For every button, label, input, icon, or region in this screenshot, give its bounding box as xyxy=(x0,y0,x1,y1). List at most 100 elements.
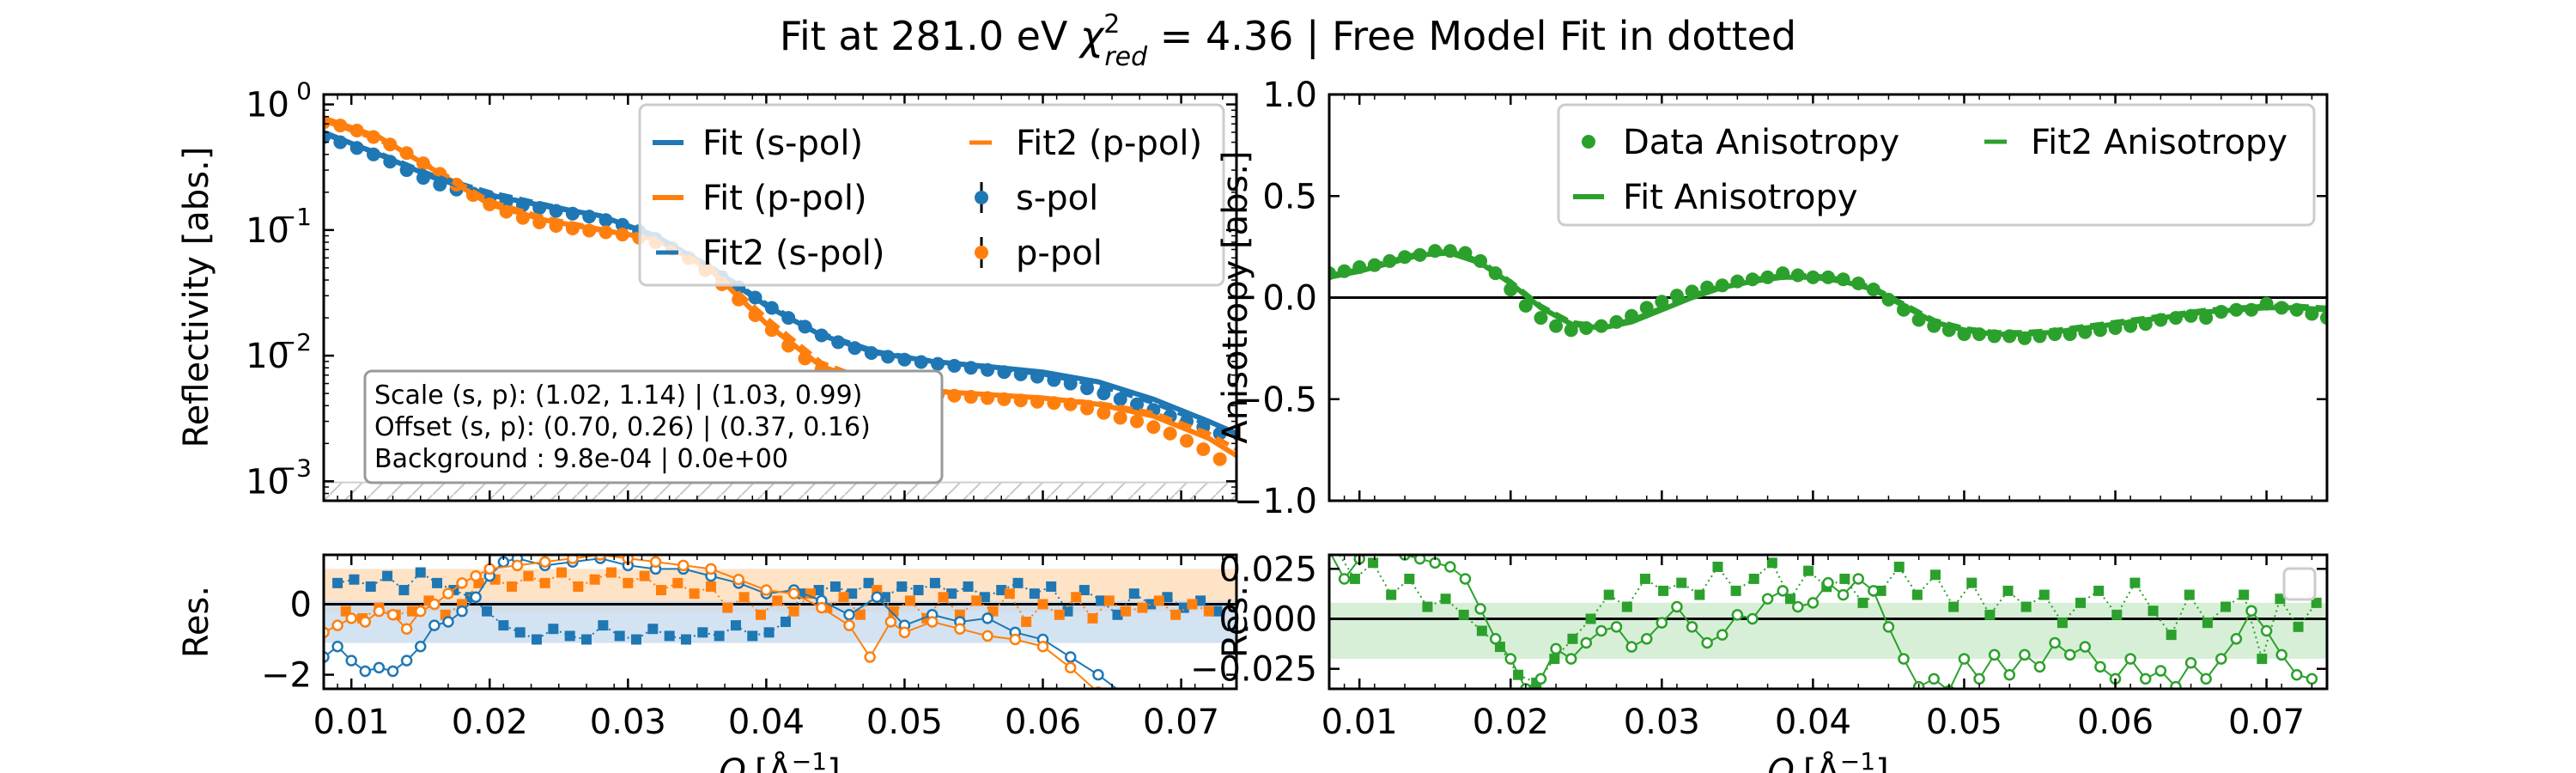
residual-marker xyxy=(1087,612,1098,624)
legend-entry: Fit Anisotropy xyxy=(1573,178,1858,217)
residual-marker xyxy=(1857,597,1868,608)
residual-marker xyxy=(1440,593,1451,605)
residual-marker xyxy=(1807,597,1820,609)
y-tick-label: 10 xyxy=(246,462,289,502)
legend-label: s-pol xyxy=(1016,179,1098,218)
figure-title: Fit at 281.0 eV χ2 red = 4.36 | Free Mode… xyxy=(780,9,1796,72)
residual-marker xyxy=(373,605,386,618)
xlabel-close: ] xyxy=(1875,752,1889,773)
title-chi-sub: red xyxy=(1104,42,1148,72)
residual-marker xyxy=(772,595,783,606)
residual-marker xyxy=(2291,668,2303,681)
x-tick-label: 0.03 xyxy=(1624,703,1700,742)
residual-marker xyxy=(1444,561,1456,573)
residual-marker xyxy=(2275,593,2286,605)
residual-marker xyxy=(606,567,617,578)
residual-marker xyxy=(813,585,824,596)
residual-marker xyxy=(1948,601,1959,612)
legend-label: Fit2 (p-pol) xyxy=(1016,124,1202,163)
residual-marker xyxy=(838,592,849,603)
residual-marker xyxy=(2124,653,2136,665)
residual-marker xyxy=(2148,606,2159,617)
residual-marker xyxy=(507,581,518,592)
residual-marker xyxy=(816,601,828,614)
residual-marker xyxy=(1021,617,1032,627)
residual-marker xyxy=(2239,589,2250,600)
legend-label: p-pol xyxy=(1016,234,1103,273)
residual-marker xyxy=(1564,653,1577,665)
residual-marker xyxy=(2245,605,2257,617)
reflectivity-residual-xlabel: Q [Å−1] xyxy=(719,747,840,773)
data-point xyxy=(1163,426,1177,441)
residual-marker xyxy=(539,577,550,588)
residual-marker xyxy=(1837,588,1850,601)
residual-marker xyxy=(2260,624,2273,637)
data-point xyxy=(1146,420,1161,435)
residual-marker xyxy=(1137,602,1148,613)
residual-marker xyxy=(523,570,534,581)
background-hatch xyxy=(324,482,1236,501)
y-tick-exponent: −1 xyxy=(276,203,312,231)
fit2-p-pol-series xyxy=(324,119,1236,452)
residual-marker xyxy=(514,627,526,638)
title-chi: χ xyxy=(1078,13,1105,59)
residual-marker xyxy=(1071,592,1082,603)
legend-label: Data Anisotropy xyxy=(1623,123,1899,162)
reflectivity-legend: Fit (s-pol) Fit2 (p-pol) Fit (p-pol) s-pol F… xyxy=(638,103,1225,287)
residual-marker xyxy=(1092,668,1104,681)
residual-marker xyxy=(2033,660,2046,673)
residual-marker xyxy=(1534,673,1547,685)
residual-marker xyxy=(581,634,592,645)
data-point xyxy=(1196,442,1211,457)
residual-marker xyxy=(1370,542,1379,551)
residual-marker xyxy=(854,609,866,620)
residual-marker xyxy=(2079,641,2092,653)
residual-marker xyxy=(829,581,841,592)
x-tick-label: 0.06 xyxy=(2077,703,2154,742)
residual-marker xyxy=(898,626,911,639)
residual-marker xyxy=(1338,573,1351,585)
residual-marker xyxy=(2019,648,2031,661)
fit2-anisotropy-series xyxy=(1329,248,2327,335)
residual-marker xyxy=(1966,577,1978,588)
legend-frame xyxy=(638,103,1225,287)
data-point xyxy=(1639,301,1654,315)
residual-marker xyxy=(415,567,426,578)
residual-marker xyxy=(2293,621,2304,632)
residual-marker xyxy=(2139,673,2152,685)
residual-marker xyxy=(1766,557,1777,569)
legend-entry: Fit2 (s-pol) xyxy=(656,234,885,273)
y-tick-label: 0.025 xyxy=(1218,550,1317,589)
x-tick-label: 0.05 xyxy=(866,703,943,742)
residual-marker xyxy=(1792,600,1804,613)
residual-marker xyxy=(373,661,386,674)
residual-marker xyxy=(2184,589,2195,600)
xlabel-unit: [Å xyxy=(1803,751,1841,773)
data-point xyxy=(1180,434,1194,448)
x-tick-label: 0.05 xyxy=(1926,703,2002,742)
title-chi-sup: 2 xyxy=(1103,9,1120,40)
residual-marker xyxy=(705,563,717,575)
legend-dot-swatch xyxy=(975,246,988,259)
y-tick-label: 0.5 xyxy=(1262,177,1317,216)
x-tick-label: 0.02 xyxy=(452,703,528,742)
residual-marker xyxy=(623,577,634,588)
legend-label: Fit (p-pol) xyxy=(702,179,867,218)
xlabel-exp: −1 xyxy=(792,747,827,773)
y-tick-exponent: 0 xyxy=(296,77,312,106)
title-prefix: Fit at 281.0 eV xyxy=(780,13,1080,59)
title-suffix: = 4.36 | Free Model Fit in dotted xyxy=(1147,13,1796,60)
residual-marker xyxy=(1898,653,1910,665)
residual-marker xyxy=(2111,609,2123,620)
scale-text: Scale (s, p): (1.02, 1.14) | (1.03, 0.99… xyxy=(374,380,862,411)
residual-marker xyxy=(755,609,766,620)
residual-marker xyxy=(1595,624,1607,637)
residual-marker xyxy=(672,577,683,588)
residual-marker xyxy=(787,587,800,600)
residual-marker xyxy=(556,567,568,578)
residual-marker xyxy=(345,612,357,624)
xlabel-exp: −1 xyxy=(1840,747,1875,773)
residual-marker xyxy=(1404,573,1415,584)
xlabel-q: Q xyxy=(1767,752,1794,773)
